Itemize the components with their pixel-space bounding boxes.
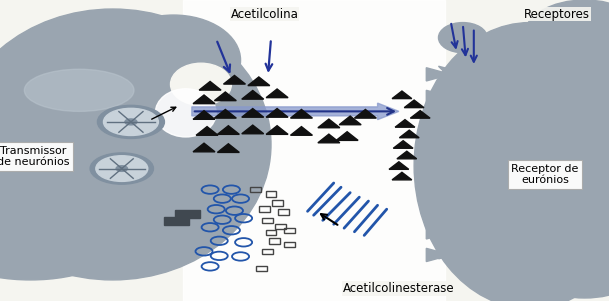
Polygon shape: [290, 110, 312, 118]
Polygon shape: [217, 144, 239, 152]
Polygon shape: [438, 66, 462, 78]
Polygon shape: [395, 119, 415, 127]
Bar: [164, 217, 189, 225]
Ellipse shape: [524, 0, 609, 72]
Bar: [284, 242, 295, 247]
Bar: [266, 191, 276, 197]
Text: Receptor de
eurónios: Receptor de eurónios: [512, 164, 579, 185]
Polygon shape: [404, 100, 424, 108]
Polygon shape: [410, 110, 430, 118]
Ellipse shape: [0, 202, 122, 280]
Ellipse shape: [438, 23, 487, 53]
Polygon shape: [266, 126, 288, 134]
Polygon shape: [214, 110, 236, 118]
Polygon shape: [400, 130, 419, 138]
Polygon shape: [438, 157, 462, 169]
Polygon shape: [426, 90, 451, 104]
Polygon shape: [199, 82, 221, 90]
Polygon shape: [318, 134, 340, 143]
Ellipse shape: [524, 232, 609, 298]
Polygon shape: [426, 68, 451, 81]
Ellipse shape: [155, 89, 216, 137]
Polygon shape: [438, 247, 462, 259]
Polygon shape: [426, 203, 451, 216]
Bar: [175, 210, 200, 218]
Polygon shape: [217, 126, 239, 134]
Bar: [256, 266, 267, 271]
Bar: [560, 30, 609, 271]
Polygon shape: [393, 141, 413, 148]
Polygon shape: [438, 179, 462, 191]
Polygon shape: [438, 202, 462, 214]
Circle shape: [104, 108, 158, 135]
Bar: [262, 218, 273, 223]
Polygon shape: [193, 95, 215, 104]
Text: Acetilcolinesterase: Acetilcolinesterase: [343, 282, 455, 295]
Polygon shape: [426, 158, 451, 171]
Polygon shape: [193, 143, 215, 152]
Bar: [250, 187, 261, 192]
Polygon shape: [193, 111, 215, 119]
Bar: [183, 0, 445, 301]
Polygon shape: [392, 91, 412, 99]
Circle shape: [125, 119, 137, 125]
Ellipse shape: [171, 63, 231, 105]
Polygon shape: [438, 134, 462, 146]
Circle shape: [97, 105, 164, 138]
Bar: [259, 206, 270, 212]
Polygon shape: [224, 76, 245, 84]
Bar: [269, 238, 280, 244]
Polygon shape: [438, 111, 462, 123]
Polygon shape: [242, 125, 264, 134]
Polygon shape: [397, 151, 417, 159]
Circle shape: [116, 166, 127, 171]
FancyArrow shape: [192, 103, 399, 119]
Polygon shape: [354, 110, 376, 118]
Ellipse shape: [24, 69, 134, 111]
Bar: [284, 228, 295, 233]
Polygon shape: [426, 248, 451, 262]
Polygon shape: [248, 77, 270, 85]
Polygon shape: [214, 92, 236, 101]
Ellipse shape: [0, 9, 271, 280]
Polygon shape: [438, 224, 462, 236]
Ellipse shape: [107, 15, 241, 105]
Text: Receptores: Receptores: [524, 8, 590, 20]
Bar: [275, 224, 286, 229]
Circle shape: [90, 153, 153, 184]
Text: Acetilcolina: Acetilcolina: [231, 8, 299, 20]
Bar: [272, 200, 283, 206]
Polygon shape: [318, 119, 340, 128]
Polygon shape: [426, 135, 451, 149]
Polygon shape: [336, 132, 358, 140]
Bar: [266, 230, 276, 235]
Polygon shape: [426, 113, 451, 126]
Bar: [262, 249, 273, 254]
Polygon shape: [242, 109, 264, 117]
Polygon shape: [196, 127, 218, 135]
Text: Transmissor
de neurónios: Transmissor de neurónios: [0, 146, 70, 167]
Polygon shape: [266, 89, 288, 98]
Polygon shape: [426, 181, 451, 194]
Polygon shape: [392, 172, 412, 180]
Ellipse shape: [0, 87, 73, 202]
Polygon shape: [339, 116, 361, 125]
Polygon shape: [290, 127, 312, 135]
Polygon shape: [426, 226, 451, 239]
Polygon shape: [438, 89, 462, 101]
Circle shape: [96, 156, 148, 182]
Ellipse shape: [414, 23, 609, 301]
Bar: [278, 209, 289, 215]
Polygon shape: [389, 162, 409, 169]
Polygon shape: [266, 109, 288, 117]
Polygon shape: [242, 91, 264, 99]
